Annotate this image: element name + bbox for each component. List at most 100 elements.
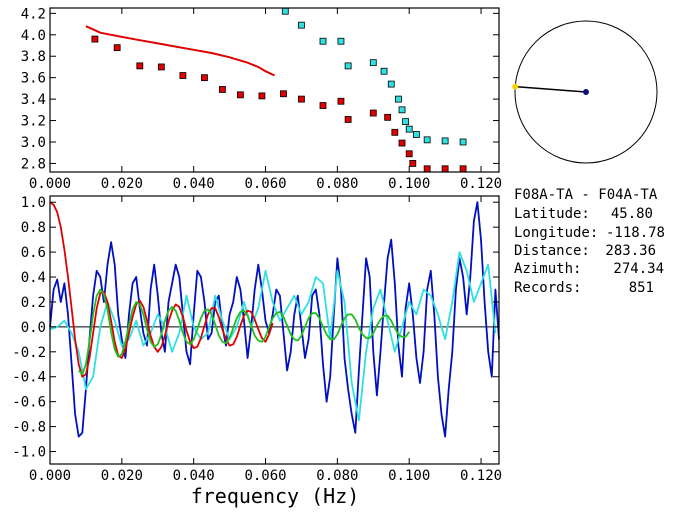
- y-tick-label: -0.6: [12, 395, 46, 411]
- azimuth-direction-line: [515, 85, 587, 93]
- longitude-label: Longitude:: [514, 225, 598, 241]
- dispersion-point-red: [236, 91, 244, 99]
- y-tick-label: 3.6: [21, 71, 46, 87]
- y-tick-label: -1.0: [12, 445, 46, 461]
- dispersion-marks: [85, 7, 467, 173]
- correlation-curve-green: [78, 288, 410, 376]
- distance-label: Distance:: [514, 243, 590, 259]
- correlation-frame: [49, 195, 500, 465]
- y-tick-label: -0.2: [12, 345, 46, 361]
- y-tick-label: 0.0: [21, 320, 46, 336]
- dispersion-point-cyan: [398, 106, 406, 114]
- azimuth-circle: [512, 20, 658, 164]
- station-pair-label: F08A-TA - F04A-TA: [514, 187, 658, 203]
- y-tick-label: 0.2: [21, 295, 46, 311]
- y-tick-label: 4.2: [21, 6, 46, 22]
- dispersion-frame: [49, 7, 500, 173]
- correlation-ticks: 0.000 0.020 0.040 0.060 0.080 0.100 0.120 -1.0 -…: [12, 195, 502, 484]
- x-tick-label: 0.120: [460, 176, 502, 192]
- dispersion-curve-red: [85, 25, 275, 77]
- correlation-curve-red: [49, 201, 274, 378]
- dispersion-ticks: 0.000 0.020 0.040 0.060 0.080 0.100 0.120 2.8 3.…: [21, 6, 502, 192]
- dispersion-point-cyan: [344, 62, 352, 70]
- distance-value: 283.36: [605, 243, 656, 259]
- dispersion-point-cyan: [380, 67, 388, 75]
- records-label: Records:: [514, 280, 581, 296]
- dispersion-point-cyan: [459, 138, 467, 146]
- dispersion-point-red: [157, 63, 165, 71]
- x-tick-label: 0.000: [29, 176, 71, 192]
- x-tick-label: 0.080: [316, 468, 358, 484]
- dispersion-point-cyan: [319, 37, 327, 45]
- station-info: F08A-TA - F04A-TA Latitude: 45.80 Longit…: [514, 187, 665, 296]
- x-tick-label: 0.040: [173, 468, 215, 484]
- x-tick-label: 0.060: [244, 468, 286, 484]
- dispersion-point-red: [409, 160, 417, 167]
- x-tick-label: 0.100: [388, 176, 430, 192]
- dispersion-point-red: [258, 92, 266, 100]
- dispersion-point-cyan: [423, 136, 431, 144]
- correlation-panel: 0.000 0.020 0.040 0.060 0.080 0.100 0.120 -1.0 -…: [12, 195, 502, 508]
- correlation-curves: [49, 201, 500, 438]
- records-value: 851: [629, 280, 654, 296]
- x-tick-label: 0.020: [101, 468, 143, 484]
- dispersion-point-red: [136, 62, 144, 70]
- x-tick-label: 0.040: [173, 176, 215, 192]
- y-tick-label: -0.8: [12, 420, 46, 436]
- x-tick-label: 0.080: [316, 176, 358, 192]
- dispersion-point-red: [369, 109, 377, 117]
- y-tick-label: 3.0: [21, 135, 46, 151]
- dispersion-point-red: [179, 72, 187, 79]
- dispersion-point-cyan: [369, 59, 377, 67]
- x-tick-label: 0.120: [460, 468, 502, 484]
- dispersion-point-cyan: [298, 21, 305, 29]
- y-tick-label: 0.4: [21, 270, 46, 286]
- dispersion-point-red: [298, 95, 305, 103]
- y-tick-label: 1.0: [21, 195, 46, 211]
- azimuth-center-dot: [583, 89, 589, 95]
- dispersion-point-cyan: [405, 125, 413, 133]
- y-tick-label: 3.2: [21, 114, 46, 130]
- dispersion-point-red: [459, 165, 467, 173]
- dispersion-point-cyan: [412, 131, 420, 138]
- dispersion-point-red: [398, 139, 406, 147]
- dispersion-panel: 0.000 0.020 0.040 0.060 0.080 0.100 0.120 2.8 3.…: [21, 6, 502, 192]
- dispersion-point-cyan: [402, 118, 410, 126]
- x-tick-label: 0.060: [244, 176, 286, 192]
- y-tick-label: 4.0: [21, 28, 46, 44]
- x-tick-label: 0.020: [101, 176, 143, 192]
- dispersion-point-cyan: [387, 80, 395, 88]
- azimuth-label: Azimuth:: [514, 261, 581, 277]
- x-tick-label: 0.100: [388, 468, 430, 484]
- azimuth-ring: [514, 20, 658, 164]
- azimuth-value: 274.34: [613, 261, 664, 277]
- dispersion-point-red: [113, 44, 121, 52]
- longitude-value: -118.78: [606, 225, 665, 241]
- y-tick-label: 0.6: [21, 245, 46, 261]
- dispersion-point-red: [344, 116, 352, 123]
- dispersion-point-red: [319, 102, 327, 109]
- y-tick-label: 0.8: [21, 220, 46, 236]
- dispersion-point-cyan: [337, 37, 345, 45]
- x-axis-title: frequency (Hz): [191, 484, 360, 508]
- dispersion-point-red: [391, 128, 399, 136]
- correlation-curve-blue: [49, 201, 500, 438]
- azimuth-end-marker: [512, 83, 519, 90]
- dispersion-point-red: [405, 150, 413, 158]
- dispersion-point-red: [91, 35, 99, 43]
- x-tick-label: 0.000: [29, 468, 71, 484]
- y-tick-label: 3.4: [21, 92, 46, 108]
- y-tick-label: 2.8: [21, 156, 46, 172]
- dispersion-point-red: [337, 97, 345, 105]
- y-tick-label: -0.4: [12, 370, 46, 386]
- dispersion-point-cyan: [281, 7, 289, 15]
- latitude-value: 45.80: [611, 206, 653, 222]
- dispersion-point-red: [423, 165, 431, 173]
- dispersion-point-red: [384, 113, 392, 121]
- correlation-curve-cyan: [49, 251, 497, 422]
- dispersion-point-cyan: [395, 95, 402, 103]
- dispersion-point-red: [441, 165, 449, 173]
- dispersion-point-red: [280, 90, 287, 98]
- dispersion-point-cyan: [441, 137, 449, 145]
